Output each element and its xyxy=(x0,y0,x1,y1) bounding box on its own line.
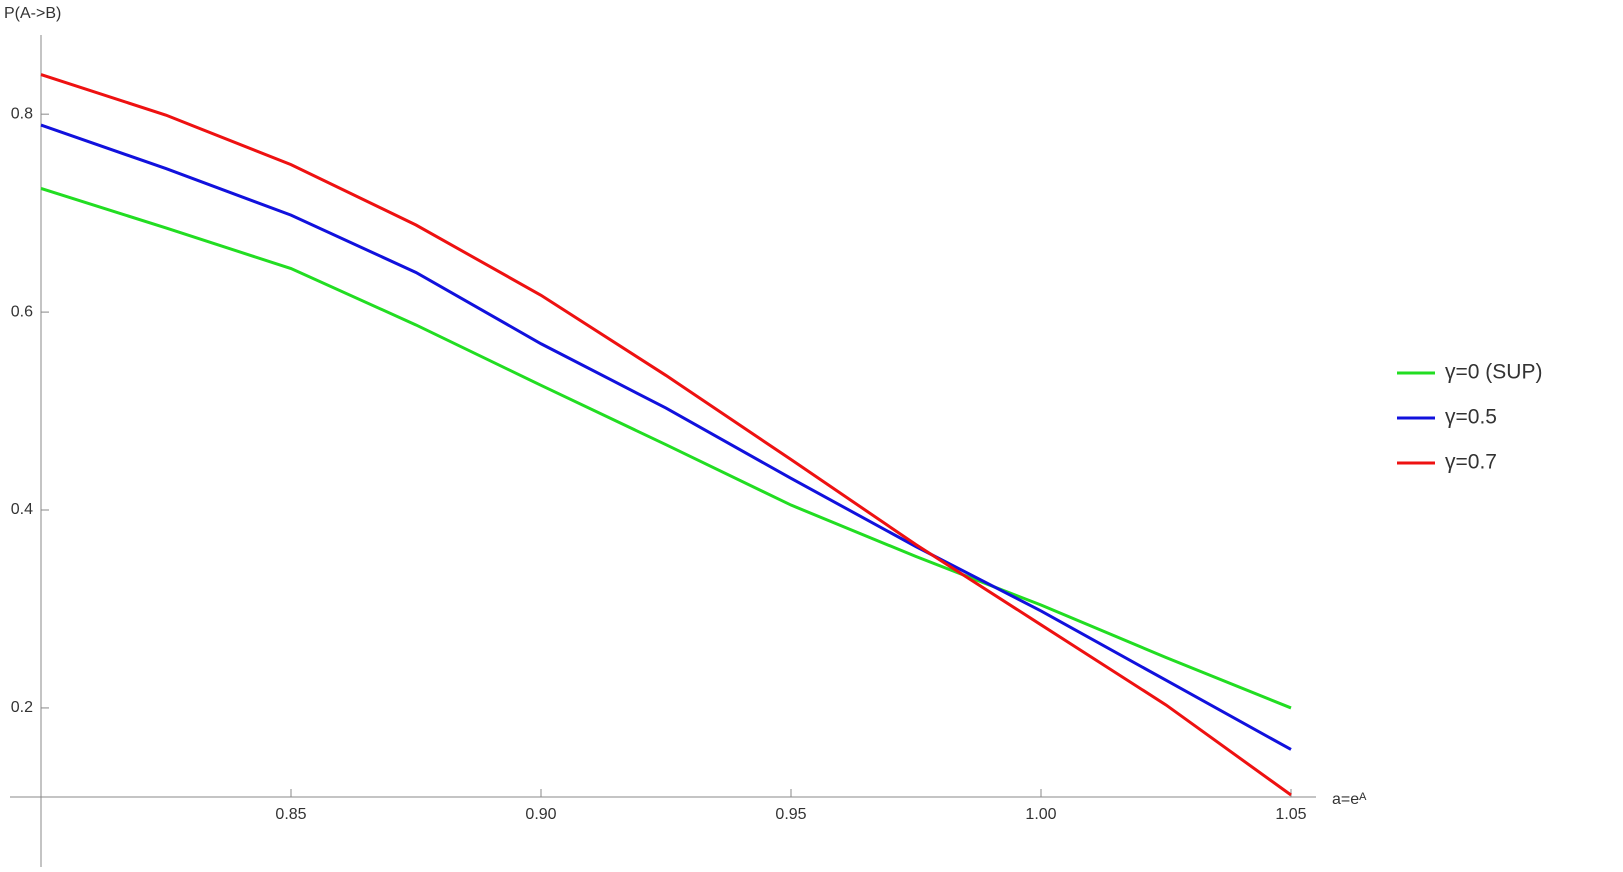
legend-label: γ=0.5 xyxy=(1445,406,1497,429)
x-tick-label: 0.90 xyxy=(525,806,556,823)
x-tick-label: 0.85 xyxy=(275,806,306,823)
y-tick-label: 0.8 xyxy=(11,105,33,122)
x-tick-label: 1.05 xyxy=(1275,806,1306,823)
y-axis-label: P(A->B) xyxy=(4,5,61,22)
x-tick-label: 0.95 xyxy=(775,806,806,823)
y-tick-label: 0.2 xyxy=(11,699,33,716)
y-tick-label: 0.6 xyxy=(11,303,33,320)
x-tick-label: 1.00 xyxy=(1025,806,1056,823)
legend-label: γ=0 (SUP) xyxy=(1445,361,1542,384)
x-axis-label: a=eᴬ xyxy=(1332,791,1367,808)
legend-label: γ=0.7 xyxy=(1445,451,1497,474)
y-tick-label: 0.4 xyxy=(11,501,33,518)
line-series xyxy=(40,186,1292,710)
line-series xyxy=(40,73,1292,797)
line-series xyxy=(40,123,1292,751)
